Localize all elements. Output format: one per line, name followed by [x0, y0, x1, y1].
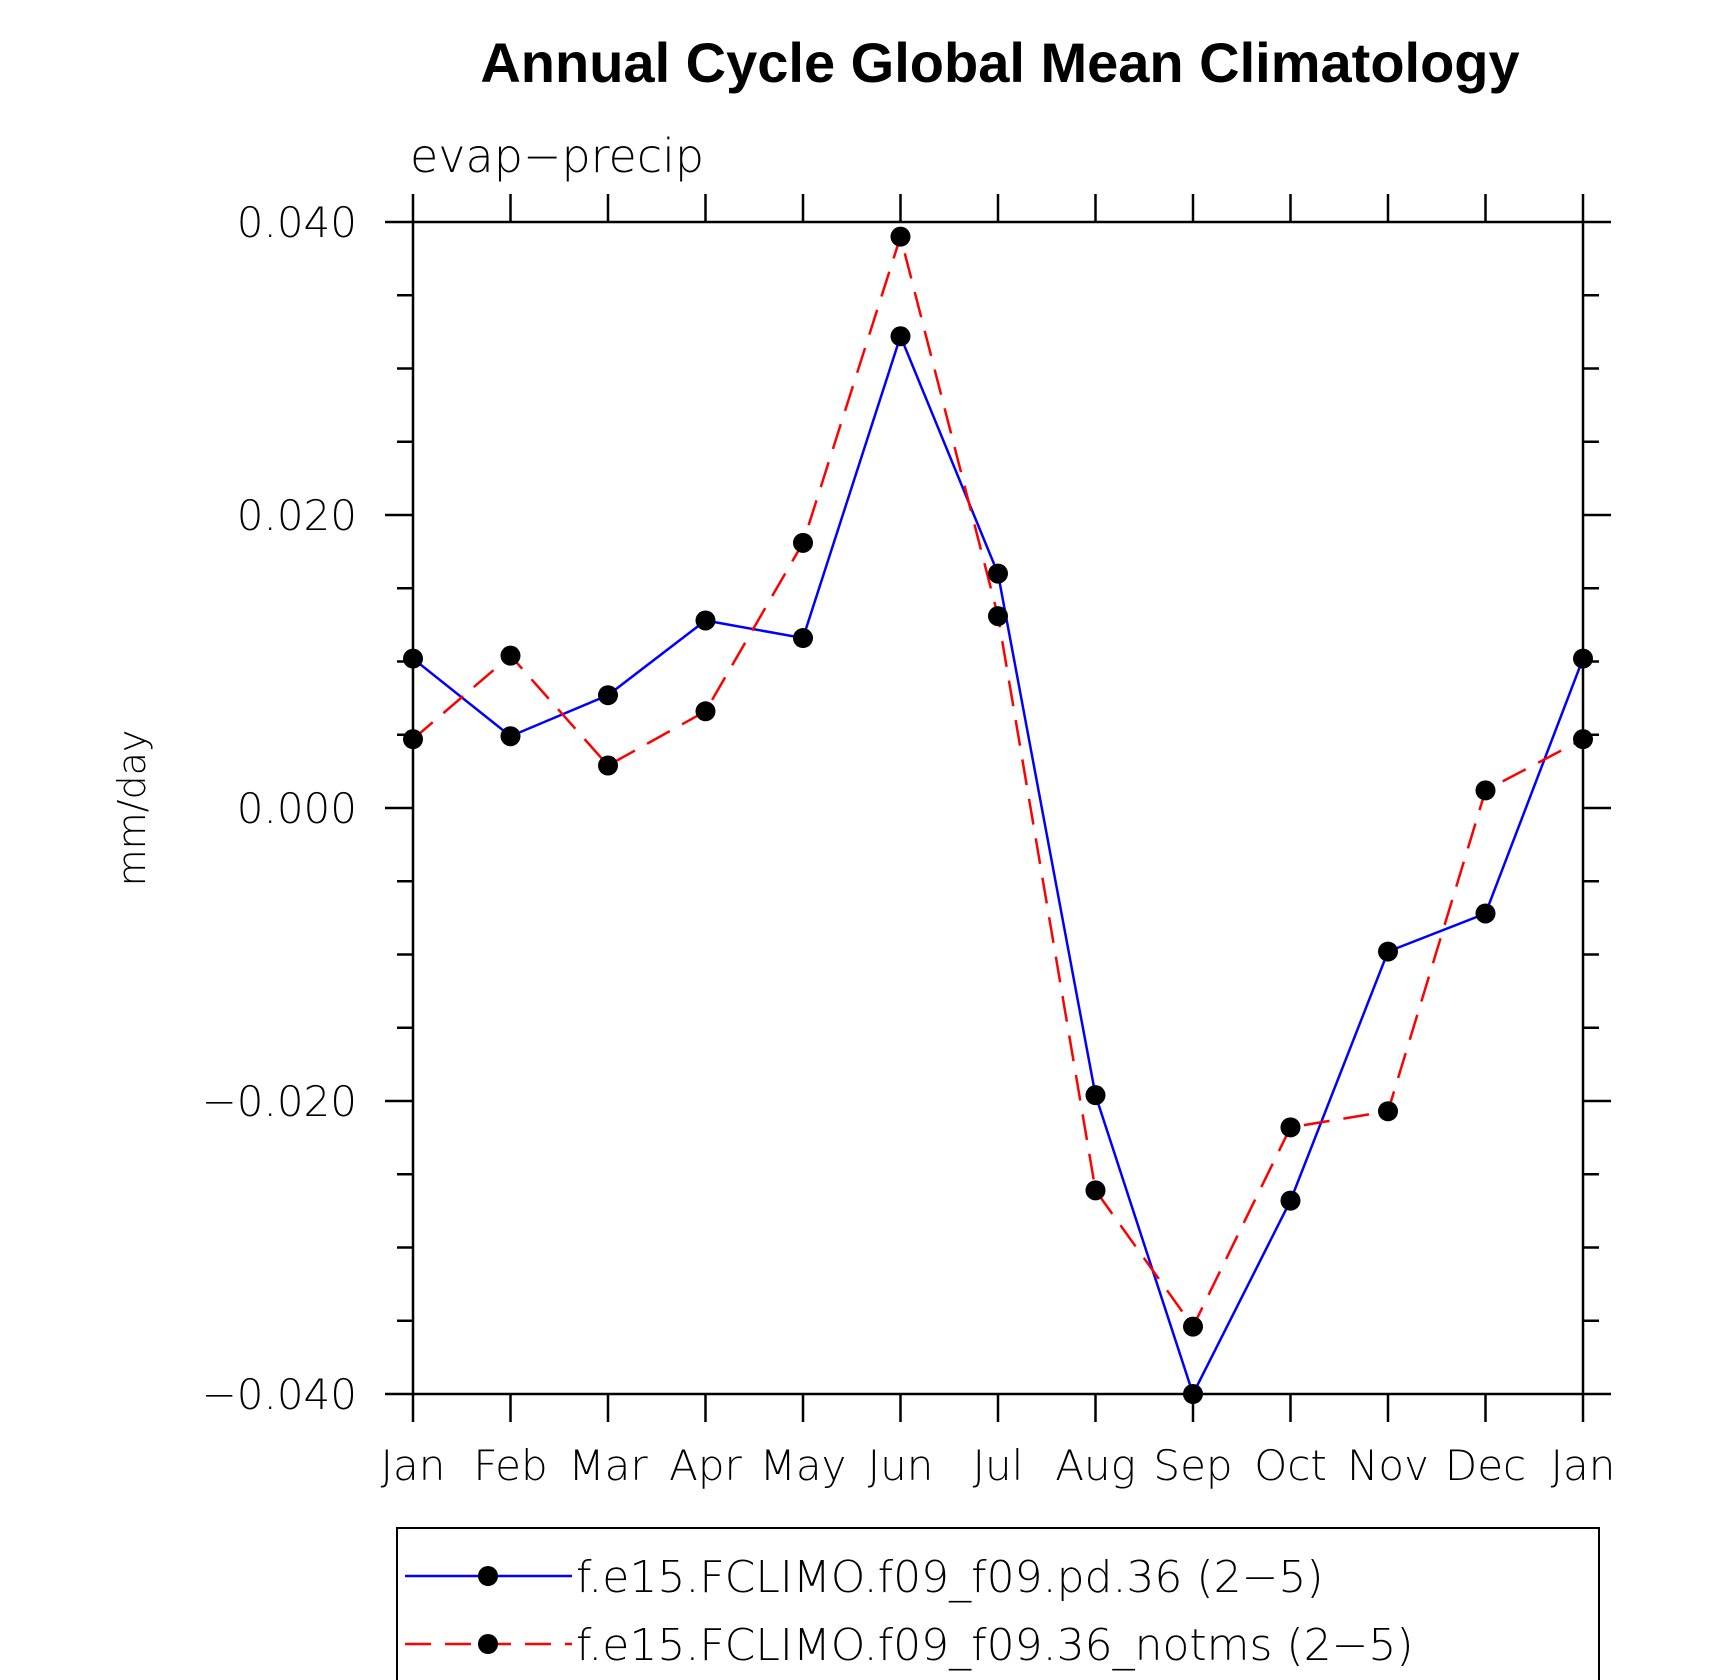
data-point-series-1 [1280, 1117, 1301, 1138]
x-tick-label: Sep [1153, 1441, 1232, 1490]
data-point-series-0 [598, 685, 618, 706]
legend: f.e15.FCLIMO.f09_f09.pd.36 (2−5) f.e15.FC… [396, 1527, 1600, 1680]
data-point-series-0 [1475, 903, 1496, 924]
x-tick-labels: Jan Feb Mar Apr May Jun Jul Aug Sep Oct Nov Dec Jan [381, 1441, 1616, 1490]
series-line-1 [412, 232, 1584, 1330]
legend-marker-1 [478, 1634, 498, 1654]
x-tick-label: Jul [973, 1441, 1024, 1490]
data-point-series-1 [598, 755, 618, 776]
x-tick-label: Dec [1445, 1441, 1526, 1490]
y-tick-label: 0.040 [237, 198, 357, 247]
data-point-series-0 [695, 610, 716, 631]
data-point-series-0 [1378, 941, 1398, 962]
plot-frame [411, 220, 1585, 1396]
y-tick-label: 0.000 [237, 784, 357, 833]
series-line-0 [412, 332, 1585, 1398]
data-point-series-0 [988, 563, 1008, 584]
y-tick-label: −0.020 [202, 1077, 357, 1126]
x-tick-label: Nov [1347, 1441, 1429, 1490]
x-tick-label: Mar [568, 1441, 648, 1490]
y-tick-label: 0.020 [237, 491, 357, 540]
data-point-series-0 [1085, 1085, 1106, 1106]
data-point-series-0 [500, 726, 521, 747]
legend-box [396, 1527, 1600, 1680]
data-point-series-0 [793, 628, 813, 649]
data-point-series-0 [1280, 1190, 1301, 1211]
x-tick-label: Aug [1055, 1441, 1136, 1490]
data-point-series-0 [1573, 648, 1593, 669]
y-tick-label: −0.040 [202, 1370, 357, 1419]
x-tick-label: Jan [1551, 1441, 1616, 1490]
data-point-series-1 [500, 645, 521, 666]
x-tick-label: Jun [868, 1441, 934, 1490]
data-point-series-1 [695, 701, 716, 722]
data-point-series-0 [1183, 1384, 1203, 1404]
data-point-series-0 [403, 648, 423, 669]
data-point-series-1 [1378, 1101, 1398, 1122]
legend-label-0: f.e15.FCLIMO.f09_f09.pd.36 (2−5) [576, 1552, 1324, 1603]
legend-marker-0 [478, 1566, 498, 1586]
data-point-series-1 [1085, 1180, 1106, 1201]
x-tick-label: May [760, 1441, 847, 1490]
chart-subtitle: evap−precip [410, 129, 704, 183]
x-tick-label: Apr [669, 1441, 742, 1490]
legend-label-1: f.e15.FCLIMO.f09_f09.36_notms (2−5) [576, 1620, 1414, 1671]
y-axis-label: mm/day [110, 730, 154, 887]
data-point-series-1 [1183, 1316, 1203, 1337]
data-point-series-1 [988, 606, 1008, 627]
y-tick-labels: 0.040 0.020 0.000 −0.020 −0.040 [202, 198, 357, 1419]
data-point-series-1 [403, 729, 423, 750]
data-point-series-1 [1475, 780, 1496, 801]
data-point-series-0 [890, 326, 911, 347]
data-point-series-1 [793, 532, 813, 553]
x-tick-label: Jan [381, 1441, 446, 1490]
data-point-series-1 [890, 226, 911, 247]
x-tick-label: Oct [1254, 1441, 1327, 1490]
chart-title: Annual Cycle Global Mean Climatology [480, 31, 1519, 94]
axis-ticks [385, 194, 1611, 1422]
series-layer [403, 226, 1593, 1404]
data-point-series-1 [1573, 729, 1593, 750]
x-tick-label: Feb [473, 1441, 547, 1490]
